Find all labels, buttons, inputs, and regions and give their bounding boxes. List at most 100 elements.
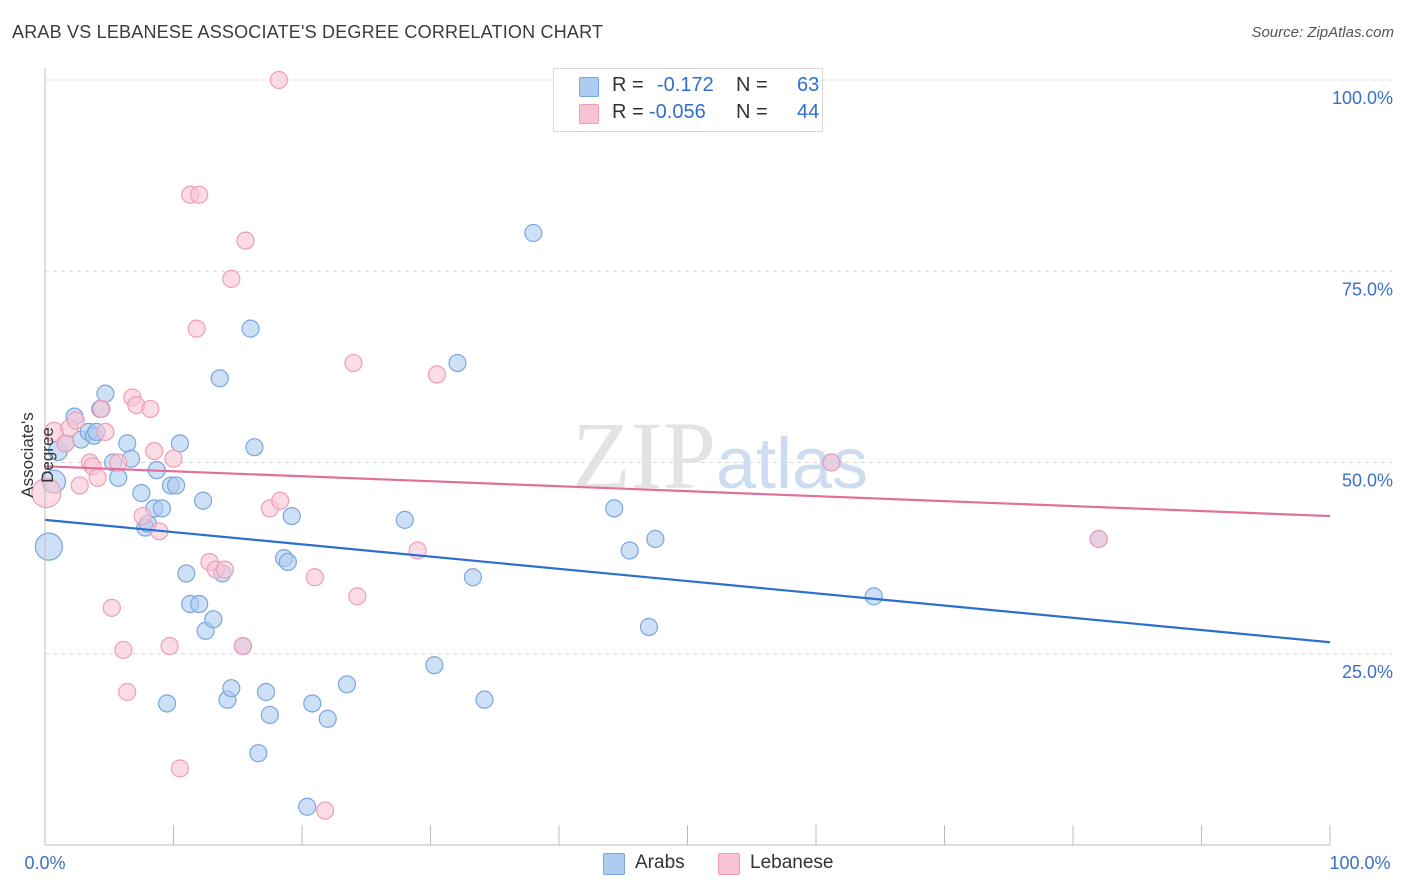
lebanese-r-value: -0.056 bbox=[649, 101, 706, 123]
lebanese-point bbox=[160, 636, 179, 656]
lebanese-point bbox=[427, 365, 447, 384]
arabs-point bbox=[166, 476, 186, 495]
arabs-n-label: N = bbox=[736, 74, 768, 96]
grid-layer bbox=[45, 79, 1392, 655]
y-tick-label: 75.0% bbox=[1342, 279, 1393, 299]
arabs-point bbox=[170, 434, 190, 453]
arabs-point bbox=[132, 484, 151, 503]
points-layer bbox=[31, 70, 1108, 820]
arabs-point bbox=[463, 568, 483, 587]
lebanese-point bbox=[66, 411, 85, 430]
x-tick-label: 100.0% bbox=[1329, 853, 1390, 873]
lebanese-point bbox=[348, 587, 367, 606]
arabs-point bbox=[204, 610, 223, 629]
lebanese-point bbox=[344, 353, 363, 373]
lebanese-point bbox=[109, 453, 128, 472]
lebanese-point bbox=[269, 70, 288, 90]
lebanese-point bbox=[145, 441, 164, 461]
arabs-point bbox=[864, 587, 883, 606]
arabs-point bbox=[318, 709, 337, 728]
arabs-point bbox=[605, 499, 624, 518]
lebanese-legend-label: Lebanese bbox=[750, 852, 834, 873]
arabs-point bbox=[278, 552, 297, 572]
arabs-point bbox=[448, 353, 467, 373]
lebanese-point bbox=[316, 801, 335, 820]
lebanese-legend-swatch bbox=[718, 853, 740, 875]
y-tick-label: 100.0% bbox=[1332, 88, 1393, 108]
lebanese-point bbox=[190, 185, 209, 204]
lebanese-n-value: 44 bbox=[797, 101, 820, 123]
arabs-point bbox=[109, 468, 128, 487]
lebanese-point bbox=[233, 636, 252, 656]
lebanese-point bbox=[215, 560, 234, 579]
source-note: Source: ZipAtlas.com bbox=[1251, 24, 1394, 41]
y-axis-title: Associate's Degree bbox=[18, 412, 57, 498]
arabs-point bbox=[241, 319, 260, 338]
arabs-point bbox=[282, 506, 301, 526]
arabs-point bbox=[96, 384, 115, 403]
arabs-point bbox=[395, 510, 414, 529]
x-tick-label: 0.0% bbox=[24, 853, 65, 873]
lebanese-point bbox=[236, 231, 255, 250]
arabs-point bbox=[249, 744, 268, 763]
arabs-r-value: -0.172 bbox=[657, 74, 714, 96]
arabs-swatch bbox=[579, 77, 599, 97]
arabs-point bbox=[639, 617, 659, 637]
arabs-point bbox=[337, 675, 357, 694]
lebanese-n-label: N = bbox=[736, 101, 768, 123]
lebanese-point bbox=[141, 399, 160, 419]
arabs-point bbox=[260, 705, 279, 725]
lebanese-trend-line bbox=[44, 465, 1331, 518]
lebanese-point bbox=[187, 319, 206, 338]
arabs-point bbox=[118, 434, 137, 453]
arabs-point bbox=[245, 438, 264, 457]
lebanese-point bbox=[96, 422, 115, 441]
lebanese-point bbox=[305, 568, 324, 587]
lebanese-point bbox=[133, 506, 152, 526]
arabs-point bbox=[190, 594, 209, 614]
arabs-point bbox=[303, 694, 322, 713]
series-legend: Arabs Lebanese bbox=[0, 852, 1406, 878]
lebanese-point bbox=[92, 399, 111, 419]
arabs-r-label: R = bbox=[612, 74, 644, 96]
arabs-point bbox=[620, 541, 639, 560]
arabs-point bbox=[177, 564, 196, 583]
arabs-point bbox=[298, 797, 317, 816]
arabs-legend-label: Arabs bbox=[635, 852, 685, 873]
arabs-point bbox=[210, 369, 229, 388]
lebanese-point bbox=[222, 269, 241, 288]
lebanese-swatch bbox=[579, 104, 599, 124]
arabs-point bbox=[256, 682, 276, 702]
arabs-point bbox=[34, 532, 63, 561]
arabs-n-value: 63 bbox=[797, 74, 820, 96]
arabs-point bbox=[152, 499, 172, 518]
chart-title: ARAB VS LEBANESE ASSOCIATE'S DEGREE CORR… bbox=[12, 22, 604, 42]
y-tick-label: 25.0% bbox=[1342, 662, 1393, 682]
arabs-point bbox=[646, 529, 665, 549]
lebanese-point bbox=[271, 491, 290, 510]
lebanese-r-label: R = bbox=[612, 101, 644, 123]
lebanese-point bbox=[56, 434, 75, 453]
arabs-point bbox=[524, 223, 543, 243]
lebanese-point bbox=[822, 453, 841, 472]
lebanese-point bbox=[114, 640, 133, 660]
lebanese-point bbox=[164, 449, 183, 468]
lebanese-point bbox=[88, 468, 107, 487]
lebanese-point bbox=[170, 759, 190, 778]
arabs-trend-line bbox=[44, 518, 1331, 644]
y-tick-label: 50.0% bbox=[1342, 471, 1393, 491]
arabs-point bbox=[222, 679, 241, 698]
arabs-point bbox=[475, 690, 494, 709]
arabs-point bbox=[425, 656, 444, 675]
arabs-point bbox=[193, 491, 213, 510]
arabs-point bbox=[157, 694, 177, 713]
stats-legend: R = -0.172 N = 63 R = -0.056 N = 44 bbox=[553, 68, 823, 132]
lebanese-point bbox=[70, 476, 89, 495]
lebanese-point bbox=[118, 682, 137, 702]
lebanese-point bbox=[1089, 529, 1108, 549]
lebanese-point bbox=[31, 478, 62, 509]
trend-layer bbox=[44, 465, 1331, 644]
arabs-legend-swatch bbox=[603, 853, 625, 875]
lebanese-point bbox=[102, 598, 121, 617]
